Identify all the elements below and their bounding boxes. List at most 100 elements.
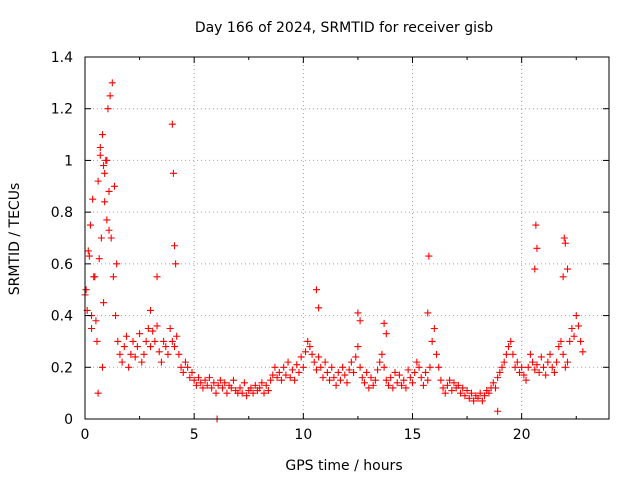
data-point — [448, 387, 456, 395]
data-point — [315, 353, 323, 361]
data-point — [227, 384, 235, 392]
data-point — [465, 394, 473, 402]
data-point — [293, 361, 301, 369]
data-point — [240, 379, 248, 387]
data-point — [532, 221, 540, 229]
data-point — [334, 368, 342, 376]
data-point — [284, 358, 292, 366]
data-point — [553, 358, 561, 366]
grid-lines — [85, 57, 609, 419]
data-point — [113, 260, 121, 268]
data-point — [560, 234, 568, 242]
data-point — [155, 348, 163, 356]
data-point — [127, 350, 135, 358]
data-point — [160, 337, 168, 345]
data-point — [566, 337, 574, 345]
data-point — [356, 317, 364, 325]
data-point — [393, 379, 401, 387]
data-point — [304, 337, 312, 345]
data-point — [443, 381, 451, 389]
data-point — [424, 309, 432, 317]
data-point — [422, 368, 430, 376]
data-point — [570, 332, 578, 340]
data-point — [356, 363, 364, 371]
data-point — [299, 363, 307, 371]
data-point — [208, 384, 216, 392]
data-point — [548, 363, 556, 371]
data-point — [382, 330, 390, 338]
y-tick-label: 1.2 — [51, 102, 73, 118]
data-point — [574, 322, 582, 330]
data-point — [105, 226, 113, 234]
data-point — [389, 384, 397, 392]
data-point — [144, 325, 152, 332]
data-point — [417, 374, 425, 382]
data-point — [184, 363, 192, 371]
data-point — [354, 343, 362, 351]
data-point — [108, 79, 116, 87]
data-point — [524, 363, 532, 371]
data-point — [168, 120, 176, 128]
data-point — [197, 379, 205, 387]
data-point — [151, 337, 159, 345]
data-point — [238, 389, 246, 397]
data-point — [112, 312, 120, 320]
data-point — [88, 325, 96, 332]
data-point — [97, 234, 105, 242]
x-tick-label: 5 — [190, 427, 199, 443]
data-point — [179, 368, 187, 376]
data-point — [169, 169, 177, 177]
data-point — [470, 397, 478, 405]
data-point — [221, 379, 229, 387]
data-point — [308, 350, 316, 358]
data-point — [188, 368, 196, 376]
data-point — [93, 337, 101, 345]
data-point — [278, 376, 285, 384]
data-point — [110, 182, 118, 190]
data-point — [96, 151, 104, 159]
data-point — [404, 366, 412, 374]
data-point — [555, 343, 563, 351]
data-point — [147, 306, 154, 314]
data-point — [326, 376, 334, 384]
data-point — [564, 265, 572, 273]
y-tick-label: 1 — [64, 153, 73, 169]
data-point — [243, 392, 251, 400]
data-point — [415, 363, 423, 371]
data-point — [520, 371, 528, 379]
data-point — [360, 379, 368, 387]
data-point — [262, 381, 270, 389]
data-point — [153, 273, 161, 281]
data-point — [533, 361, 541, 369]
data-point — [402, 384, 410, 392]
data-point — [498, 363, 506, 371]
data-point — [491, 384, 499, 392]
data-point — [140, 350, 148, 358]
x-tick-label: 20 — [513, 427, 531, 443]
data-point — [101, 198, 109, 206]
data-point — [413, 358, 421, 366]
data-point — [101, 169, 109, 177]
data-point — [269, 371, 277, 379]
data-point — [82, 286, 90, 294]
data-point — [168, 337, 176, 345]
data-point — [387, 374, 395, 382]
data-point — [166, 325, 174, 332]
data-point — [147, 343, 154, 351]
data-point — [86, 221, 94, 229]
data-point — [120, 343, 128, 351]
data-point — [426, 363, 434, 371]
data-point — [398, 381, 406, 389]
data-point — [271, 363, 279, 371]
data-point — [103, 216, 111, 224]
data-point — [312, 366, 320, 374]
data-point — [173, 332, 181, 340]
data-point — [116, 350, 124, 358]
data-point — [513, 358, 521, 366]
data-point — [500, 358, 508, 366]
data-point — [494, 374, 502, 382]
data-point — [190, 376, 198, 384]
data-point — [550, 368, 558, 376]
data-point — [400, 376, 408, 384]
